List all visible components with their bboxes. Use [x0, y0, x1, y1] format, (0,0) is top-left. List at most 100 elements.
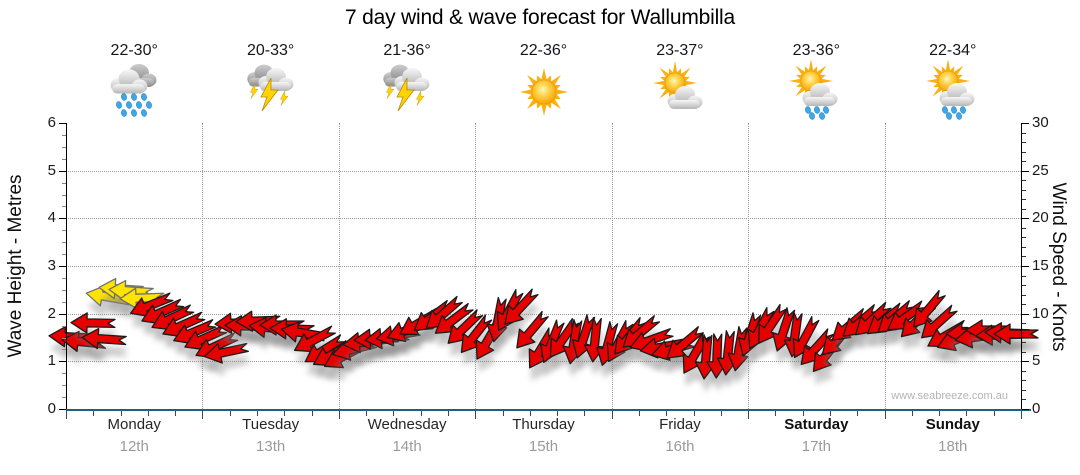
y-right-minor-tick [1022, 132, 1026, 134]
sun-cloud-rain-icon [923, 59, 983, 125]
y-left-tick-label: 2 [47, 304, 56, 322]
y-left-tick-label: 0 [47, 400, 56, 417]
h-gridline [66, 218, 1021, 220]
temp-range-wednesday: 21-36° [383, 42, 431, 59]
x-axis-tick [720, 411, 722, 416]
y-right-minor-tick [1022, 227, 1026, 229]
x-axis-tick [830, 411, 831, 416]
y-left-minor-tick [61, 325, 66, 327]
x-axis-tick [311, 411, 313, 416]
y-axis-left [66, 123, 67, 410]
x-axis-tick [66, 411, 67, 419]
v-gridline [338, 123, 340, 409]
x-axis-tick [284, 411, 286, 416]
x-label-wednesday: Wednesday [367, 416, 447, 433]
x-axis-tick [993, 411, 995, 416]
y-right-minor-tick [1022, 275, 1026, 277]
rain-icon [104, 60, 164, 125]
y-left-minor-tick [61, 349, 66, 351]
y-right-major-tick [1022, 218, 1029, 220]
x-axis-tick [584, 411, 586, 416]
y-left-tick-label: 1 [47, 352, 56, 370]
y-right-minor-tick [1022, 199, 1026, 201]
x-axis-tick [475, 411, 477, 419]
wind-arrow [70, 311, 116, 335]
x-label-thursday: Thursday [512, 416, 575, 433]
y-left-major-tick [59, 218, 66, 220]
y-right-minor-tick [1022, 285, 1026, 287]
wind-arrow [905, 289, 951, 328]
x-axis-tick [802, 411, 804, 416]
x-axis-tick [120, 411, 122, 416]
y-right-minor-tick [1022, 351, 1026, 353]
y-right-tick-label: 5 [1032, 352, 1041, 370]
h-gridline [66, 170, 1021, 172]
y-left-tick-label: 6 [47, 114, 56, 131]
x-axis-tick [666, 411, 668, 416]
y-left-tick-label: 5 [47, 161, 56, 179]
temp-range-thursday: 22-36° [519, 42, 568, 59]
y-right-major-tick [1022, 123, 1029, 124]
x-axis-tick [529, 411, 531, 416]
y-right-minor-tick [1022, 246, 1026, 248]
sun-cloud-icon [650, 60, 710, 125]
wind-arrow [497, 288, 543, 325]
temp-range-tuesday: 20-33° [246, 42, 295, 59]
x-axis-tick [939, 411, 941, 416]
y-right-minor-tick [1022, 161, 1026, 163]
x-axis-tick [147, 411, 149, 416]
x-date-sunday: 18th [938, 438, 968, 455]
x-label-saturday: Saturday [784, 416, 849, 433]
page-title: 7 day wind & wave forecast for Wallumbil… [345, 6, 735, 29]
y-left-minor-tick [61, 182, 66, 184]
x-date-thursday: 15th [528, 438, 559, 455]
x-axis-tick [175, 411, 177, 416]
y-right-major-tick [1022, 266, 1029, 267]
y-right-major-tick [1022, 361, 1029, 363]
x-axis-tick [448, 411, 449, 416]
x-date-saturday: 17th [801, 438, 831, 455]
temp-range-friday: 23-37° [656, 42, 704, 59]
wind-arrow [475, 297, 521, 343]
y-left-minor-tick [61, 337, 66, 339]
y-right-minor-tick [1022, 142, 1026, 144]
x-axis-tick [229, 411, 231, 416]
x-axis-tick [611, 411, 613, 419]
y-left-major-tick [59, 266, 66, 267]
x-axis-tick [775, 411, 777, 416]
y-left-minor-tick [61, 206, 66, 208]
temp-range-saturday: 23-36° [792, 42, 841, 59]
y-right-tick-label: 0 [1032, 400, 1041, 417]
y-right-minor-tick [1022, 370, 1026, 372]
y-right-axis-title: Wind Speed - Knots [1048, 182, 1069, 352]
x-axis-tick [1021, 411, 1022, 419]
x-axis-tick [420, 411, 422, 416]
y-right-minor-tick [1022, 304, 1026, 306]
h-gridline [66, 266, 1021, 267]
y-left-minor-tick [61, 373, 66, 375]
wind-arrow [508, 310, 554, 349]
x-axis-tick [884, 411, 886, 419]
x-axis-tick [202, 411, 204, 419]
h-gridline [66, 313, 1021, 315]
y-left-minor-tick [61, 134, 66, 136]
y-right-minor-tick [1022, 189, 1026, 191]
y-left-minor-tick [61, 277, 66, 279]
y-right-minor-tick [1022, 399, 1026, 401]
storm-icon [241, 60, 301, 125]
wind-arrow [81, 327, 128, 351]
temp-range-sunday: 22-34° [929, 42, 977, 59]
y-right-major-tick [1022, 313, 1029, 315]
y-right-minor-tick [1022, 323, 1026, 325]
y-right-tick-label: 15 [1032, 257, 1049, 274]
x-axis-tick [911, 411, 913, 416]
wind-arrow [782, 316, 828, 359]
y-right-minor-tick [1022, 237, 1026, 239]
y-left-minor-tick [61, 397, 66, 399]
x-axis-tick [338, 411, 340, 419]
x-axis-tick [257, 411, 258, 416]
y-left-minor-tick [61, 158, 66, 160]
wind-arrow [203, 340, 249, 364]
y-right-tick-label: 30 [1032, 114, 1049, 131]
